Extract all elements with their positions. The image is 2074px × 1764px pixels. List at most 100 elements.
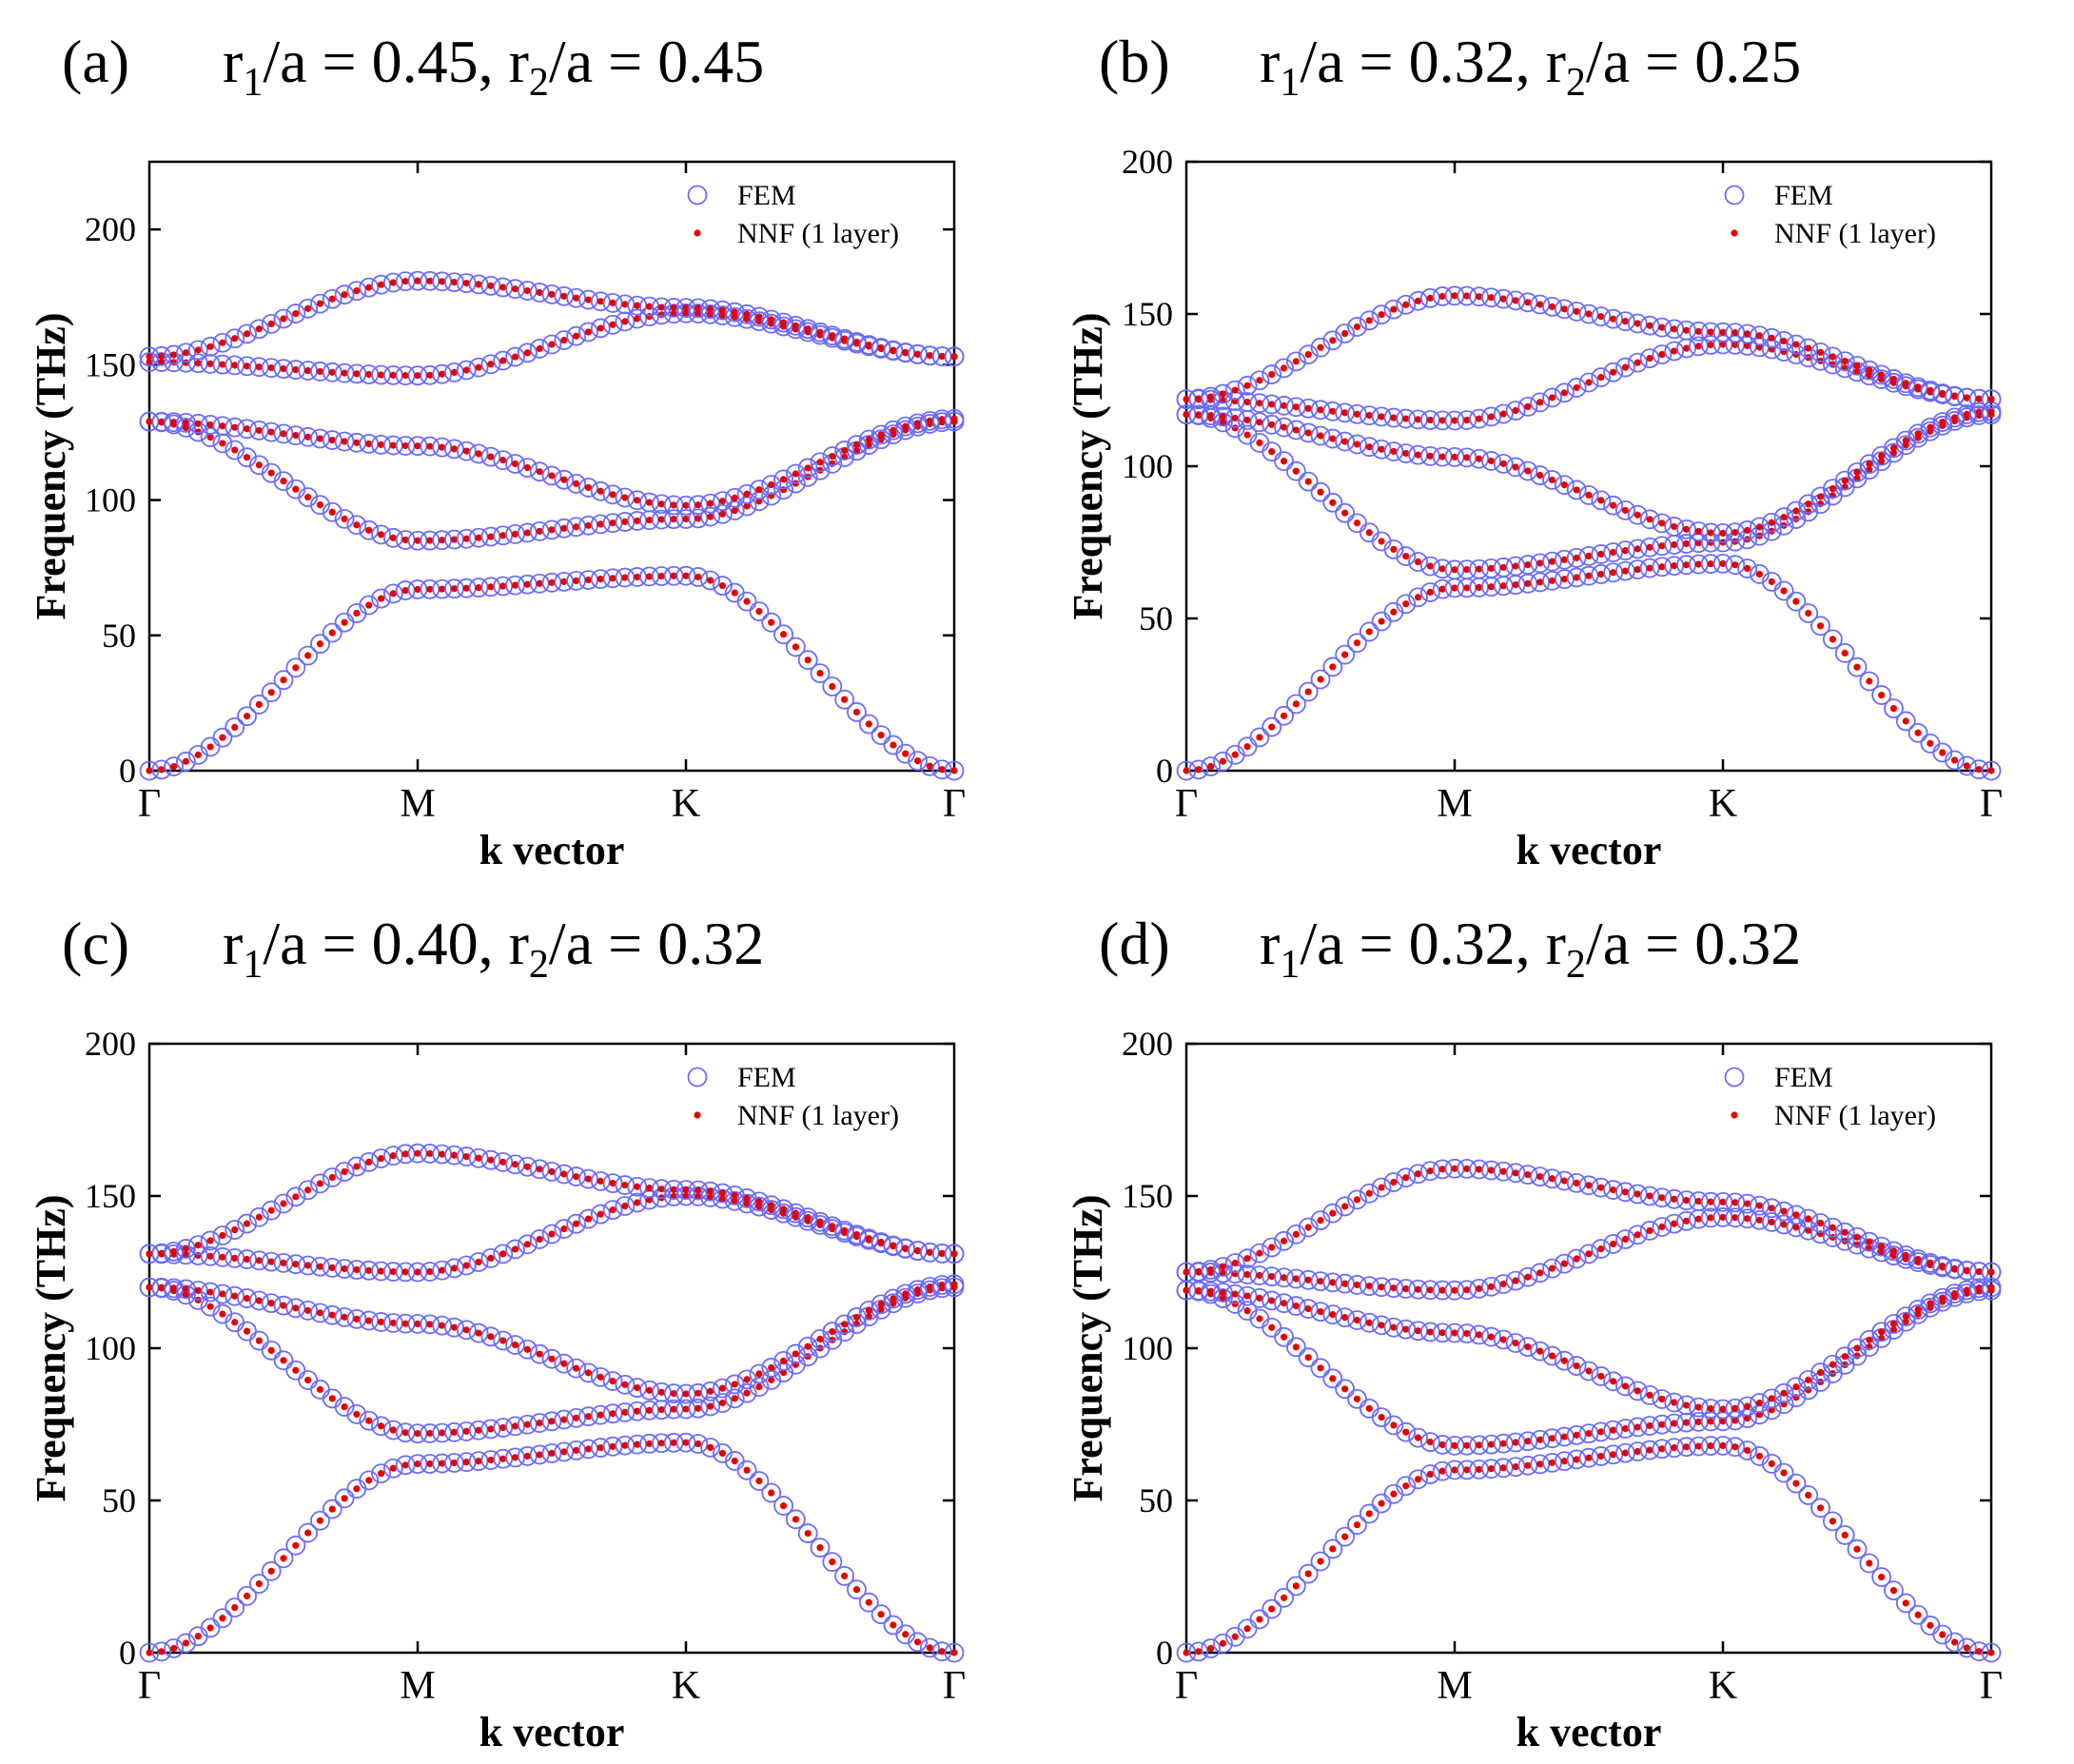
- nnf-point: [353, 1485, 361, 1493]
- nnf-point: [1243, 398, 1251, 406]
- nnf-point: [1195, 766, 1203, 774]
- nnf-point: [1341, 651, 1349, 658]
- x-axis-label: k vector: [479, 1709, 625, 1755]
- y-tick-label: 100: [85, 1329, 136, 1367]
- nnf-point: [1390, 1421, 1398, 1429]
- nnf-point: [1755, 332, 1764, 340]
- fem-point: [1419, 1432, 1440, 1452]
- nnf-point: [206, 1288, 214, 1296]
- nnf-point: [1292, 1275, 1300, 1283]
- nnf-point: [852, 447, 861, 455]
- fem-point: [382, 1458, 403, 1479]
- nnf-point: [743, 1200, 751, 1207]
- fem-point: [1335, 431, 1356, 452]
- fem-point: [1213, 1283, 1233, 1303]
- fem-point: [346, 1404, 367, 1424]
- nnf-point: [779, 1205, 788, 1213]
- nnf-point: [768, 1363, 775, 1372]
- fem-point: [1310, 1358, 1331, 1379]
- nnf-point: [560, 1448, 568, 1456]
- fem-point: [1517, 461, 1538, 481]
- fem-point: [1603, 1420, 1624, 1441]
- fem-point: [554, 330, 575, 350]
- nnf-point: [1914, 383, 1922, 391]
- fem-point: [1371, 439, 1392, 460]
- fem-point: [1274, 1587, 1294, 1608]
- nnf-point: [1524, 579, 1532, 587]
- nnf-point: [1317, 1278, 1324, 1285]
- nnf-point: [1963, 394, 1970, 402]
- legend-fem-marker: [1724, 185, 1745, 206]
- nnf-point: [1646, 1446, 1653, 1454]
- nnf-point: [1841, 358, 1849, 365]
- nnf-point: [1646, 355, 1653, 363]
- fem-point: [541, 465, 562, 486]
- nnf-point: [1512, 1339, 1519, 1347]
- nnf-point: [536, 1166, 543, 1173]
- fem-point: [602, 1371, 623, 1391]
- fem-point: [310, 1173, 330, 1194]
- fem-point: [382, 1420, 403, 1441]
- fem-point: [1554, 1451, 1575, 1472]
- nnf-point: [1658, 1223, 1666, 1231]
- nnf-point: [792, 322, 799, 329]
- fem-point: [1481, 406, 1501, 427]
- nnf-point: [194, 1633, 202, 1640]
- legend-fem-marker: [687, 185, 708, 206]
- nnf-point: [902, 1245, 910, 1252]
- nnf-point: [1755, 1202, 1764, 1209]
- nnf-point: [1499, 1280, 1507, 1288]
- nnf-point: [695, 1404, 702, 1412]
- nnf-point: [829, 682, 836, 691]
- nnf-point: [695, 515, 702, 522]
- fem-point: [468, 1323, 489, 1343]
- fem-point: [1285, 1224, 1306, 1245]
- nnf-point: [1353, 1196, 1361, 1204]
- nnf-point: [1805, 1376, 1812, 1383]
- nnf-point: [1219, 1639, 1227, 1647]
- nnf-point: [1816, 622, 1825, 630]
- nnf-point: [1573, 307, 1580, 315]
- nnf-point: [1243, 743, 1251, 751]
- nnf-point: [1341, 438, 1349, 445]
- fem-point: [334, 1162, 355, 1182]
- nnf-point: [1866, 366, 1873, 374]
- fem-point: [688, 495, 709, 516]
- fem-point: [468, 274, 489, 295]
- nnf-point: [304, 1376, 312, 1384]
- nnf-point: [146, 1250, 153, 1258]
- fem-point: [871, 1232, 891, 1252]
- panel-d: (d) r1/a = 0.32, r2/a = 0.32 0 50 100 150 20…: [1037, 882, 2074, 1764]
- nnf-point: [1231, 1633, 1239, 1640]
- nnf-point: [1889, 444, 1898, 452]
- nnf-point: [1902, 1251, 1909, 1259]
- nnf-point: [865, 1235, 872, 1243]
- nnf-point: [1878, 1243, 1886, 1250]
- nnf-point: [829, 452, 836, 461]
- nnf-point: [1365, 317, 1373, 324]
- nnf-point: [146, 1649, 153, 1656]
- legend-fem-label: FEM: [1774, 1062, 1833, 1093]
- nnf-point: [182, 423, 190, 432]
- fem-point: [1347, 633, 1367, 654]
- nnf-point: [475, 1458, 482, 1465]
- fem-point: [858, 429, 879, 450]
- nnf-point: [1610, 569, 1617, 577]
- nnf-point: [1950, 1264, 1959, 1272]
- fem-point: [1310, 669, 1331, 690]
- fem-point: [810, 1211, 831, 1232]
- fem-point: [871, 424, 891, 445]
- nnf-point: [243, 1220, 251, 1227]
- nnf-point: [1939, 418, 1947, 426]
- fem-point: [858, 1300, 879, 1321]
- fem-point: [1786, 500, 1807, 521]
- fem-point: [322, 1167, 342, 1187]
- nnf-point: [1451, 566, 1458, 574]
- nnf-point: [1268, 723, 1276, 731]
- y-tick-label: 100: [85, 481, 136, 519]
- nnf-point: [852, 1231, 861, 1239]
- nnf-point: [1610, 501, 1617, 509]
- band-3: [139, 408, 965, 516]
- nnf-point: [743, 1376, 751, 1383]
- nnf-point: [560, 1225, 568, 1233]
